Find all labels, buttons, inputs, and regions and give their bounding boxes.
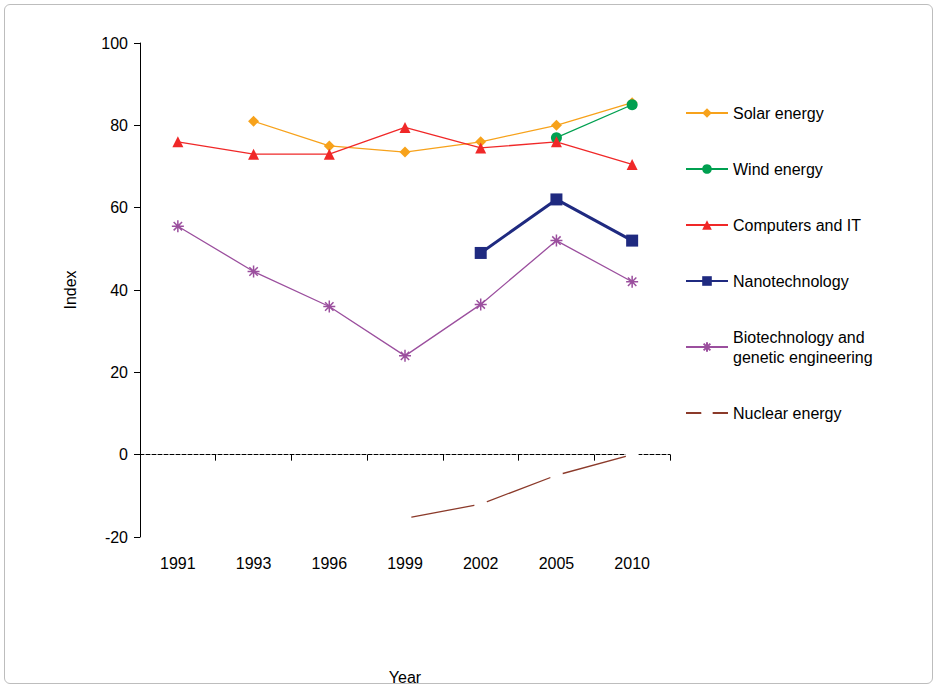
svg-text:Biotechnology and: Biotechnology and [733, 329, 869, 346]
svg-text:1993: 1993 [236, 555, 272, 572]
svg-text:40: 40 [110, 282, 128, 299]
svg-text:Solar energy: Solar energy [733, 105, 824, 122]
svg-text:Year: Year [389, 669, 422, 686]
svg-text:1996: 1996 [311, 555, 347, 572]
svg-text:Index: Index [62, 270, 79, 309]
svg-text:80: 80 [110, 117, 128, 134]
svg-text:1999: 1999 [387, 555, 423, 572]
svg-text:1991: 1991 [160, 555, 196, 572]
svg-text:20: 20 [110, 364, 128, 381]
svg-text:Nanotechnology: Nanotechnology [733, 273, 849, 290]
svg-text:genetic engineering: genetic engineering [733, 349, 873, 366]
svg-text:100: 100 [101, 35, 128, 52]
svg-text:Nuclear energy: Nuclear energy [733, 405, 842, 422]
svg-text:2002: 2002 [463, 555, 499, 572]
svg-text:Computers and IT: Computers and IT [733, 217, 861, 234]
svg-text:-20: -20 [105, 529, 128, 546]
svg-text:60: 60 [110, 199, 128, 216]
svg-text:2005: 2005 [539, 555, 575, 572]
svg-text:2010: 2010 [614, 555, 650, 572]
svg-text:Wind energy: Wind energy [733, 161, 823, 178]
svg-text:0: 0 [119, 446, 128, 463]
